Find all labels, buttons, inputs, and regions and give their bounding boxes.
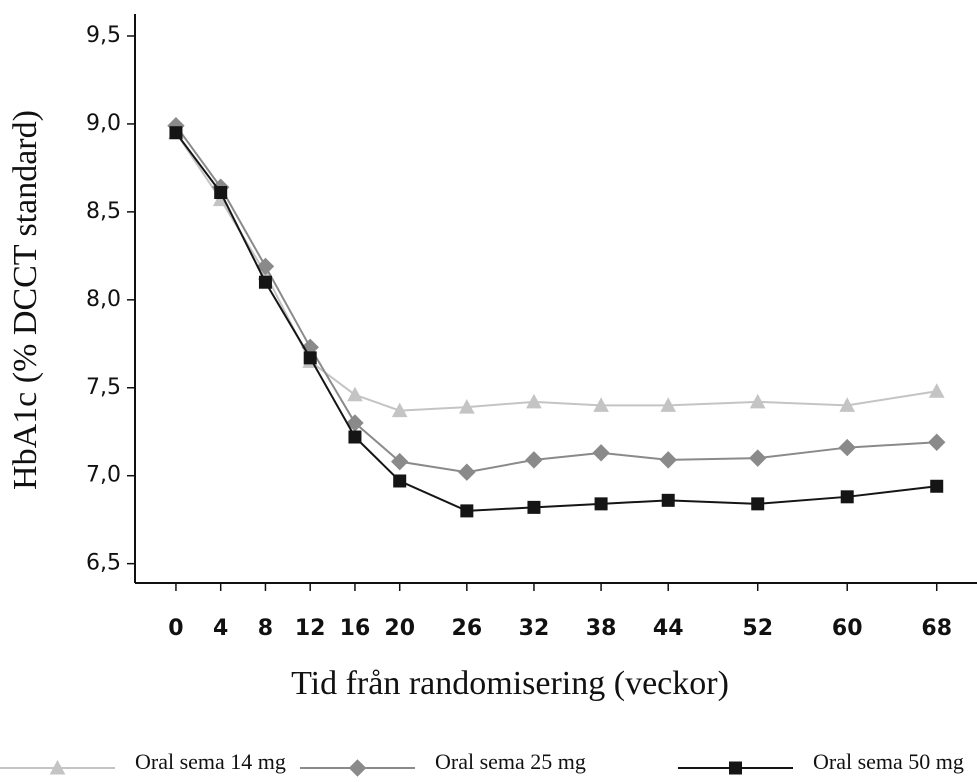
x-tick-label: 8 (258, 616, 273, 641)
data-point (256, 257, 275, 276)
data-point (458, 399, 475, 414)
legend-marker (729, 761, 742, 775)
data-point (749, 393, 766, 409)
data-point (169, 126, 183, 140)
y-tick-label: 6,5 (86, 551, 121, 576)
data-point (460, 504, 474, 518)
data-point (458, 463, 476, 481)
y-tick-label: 7,5 (86, 375, 121, 400)
series-line (175, 125, 937, 474)
x-tick-label: 68 (921, 616, 952, 641)
data-point (930, 479, 944, 493)
data-point (525, 451, 543, 469)
data-point (840, 490, 854, 504)
data-point (390, 452, 409, 471)
x-tick-label: 4 (213, 616, 228, 641)
data-point (838, 438, 856, 457)
legend-label: Oral sema 50 mg (813, 749, 964, 774)
legend-marker (348, 759, 367, 777)
data-point (303, 351, 317, 365)
y-tick-label: 9,5 (86, 23, 121, 48)
data-point (928, 433, 946, 451)
x-tick-label: 38 (586, 616, 617, 641)
data-point (594, 497, 608, 511)
x-tick-label: 26 (452, 616, 483, 641)
legend-marker (49, 759, 66, 775)
data-point (258, 275, 272, 289)
data-point (660, 397, 677, 412)
data-point (928, 383, 945, 398)
y-axis-title: HbA1c (% DCCT standard) (7, 110, 44, 490)
series-line (175, 132, 937, 412)
legend-label: Oral sema 25 mg (435, 749, 586, 774)
y-tick-label: 9,0 (86, 111, 121, 136)
x-tick-label: 52 (742, 616, 773, 641)
x-tick-label: 44 (653, 616, 684, 641)
x-tick-label: 32 (519, 616, 550, 641)
data-point (593, 397, 609, 412)
y-tick-label: 8,5 (86, 199, 121, 224)
data-point (749, 449, 767, 467)
legend-label: Oral sema 14 mg (135, 749, 286, 774)
x-axis-title: Tid från randomisering (veckor) (291, 665, 729, 702)
data-point (592, 444, 610, 462)
x-tick-label: 12 (295, 616, 326, 641)
data-point (348, 430, 362, 444)
data-point (661, 493, 675, 507)
data-point (393, 474, 407, 488)
data-point (391, 402, 408, 418)
x-tick-label: 20 (384, 616, 415, 641)
data-point (751, 497, 765, 511)
data-point (214, 186, 228, 200)
x-tick-label: 0 (168, 616, 183, 641)
data-point (347, 386, 363, 402)
x-tick-label: 16 (340, 616, 371, 641)
data-point (527, 500, 541, 514)
data-point (839, 397, 856, 412)
y-tick-label: 7,0 (86, 463, 121, 488)
data-point (659, 451, 677, 469)
data-point (526, 393, 542, 409)
y-tick-label: 8,0 (86, 287, 121, 312)
x-tick-label: 60 (832, 616, 863, 641)
